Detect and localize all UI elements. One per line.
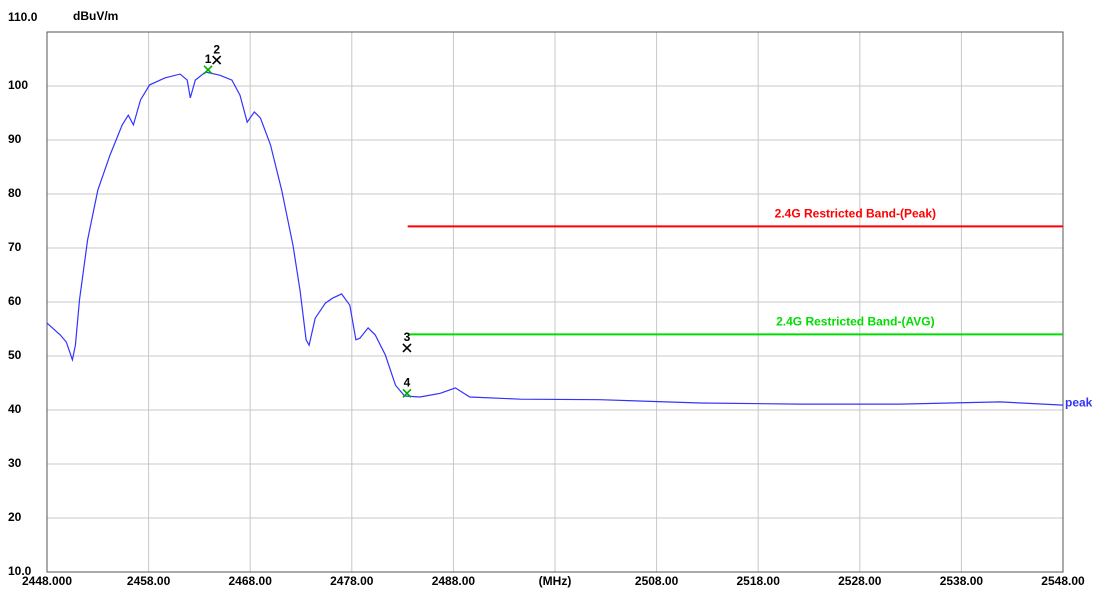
x-tick-label: 2458.00 bbox=[127, 574, 171, 588]
marker-label: 4 bbox=[404, 375, 411, 389]
y-tick-label: 110.0 bbox=[8, 10, 38, 24]
x-tick-label: 2528.00 bbox=[838, 574, 882, 588]
y-tick-label: 80 bbox=[8, 186, 22, 200]
y-tick-label: 60 bbox=[8, 294, 22, 308]
x-tick-label: 2488.00 bbox=[432, 574, 476, 588]
x-tick-label: 2548.00 bbox=[1041, 574, 1085, 588]
x-tick-label: 2508.00 bbox=[635, 574, 679, 588]
marker-label: 3 bbox=[404, 330, 411, 344]
x-tick-label: 2538.00 bbox=[940, 574, 984, 588]
marker bbox=[402, 343, 412, 353]
limit-label: 2.4G Restricted Band-(Peak) bbox=[775, 207, 936, 221]
marker-label: 1 bbox=[205, 52, 212, 66]
marker-label: 2 bbox=[213, 42, 220, 56]
y-tick-label: 90 bbox=[8, 132, 22, 146]
y-tick-label: 30 bbox=[8, 456, 22, 470]
plot-border bbox=[46, 31, 1064, 573]
limit-label: 2.4G Restricted Band-(AVG) bbox=[776, 315, 934, 329]
y-tick-label: 40 bbox=[8, 402, 22, 416]
y-tick-label: 20 bbox=[8, 510, 22, 524]
trace-label: peak bbox=[1065, 395, 1093, 409]
trace bbox=[46, 71, 1064, 406]
x-tick-label: (MHz) bbox=[539, 574, 572, 588]
y-tick-label: 10.0 bbox=[8, 564, 32, 578]
x-tick-label: 2468.00 bbox=[229, 574, 273, 588]
marker bbox=[203, 65, 213, 75]
y-tick-label: 100 bbox=[8, 78, 28, 92]
x-tick-label: 2478.00 bbox=[330, 574, 374, 588]
marker bbox=[402, 388, 412, 398]
marker bbox=[212, 55, 222, 65]
x-tick-label: 2518.00 bbox=[737, 574, 781, 588]
x-tick-label: 2448.000 bbox=[22, 574, 72, 588]
y-unit: dBuV/m bbox=[73, 9, 118, 23]
y-tick-label: 50 bbox=[8, 348, 22, 362]
y-tick-label: 70 bbox=[8, 240, 22, 254]
